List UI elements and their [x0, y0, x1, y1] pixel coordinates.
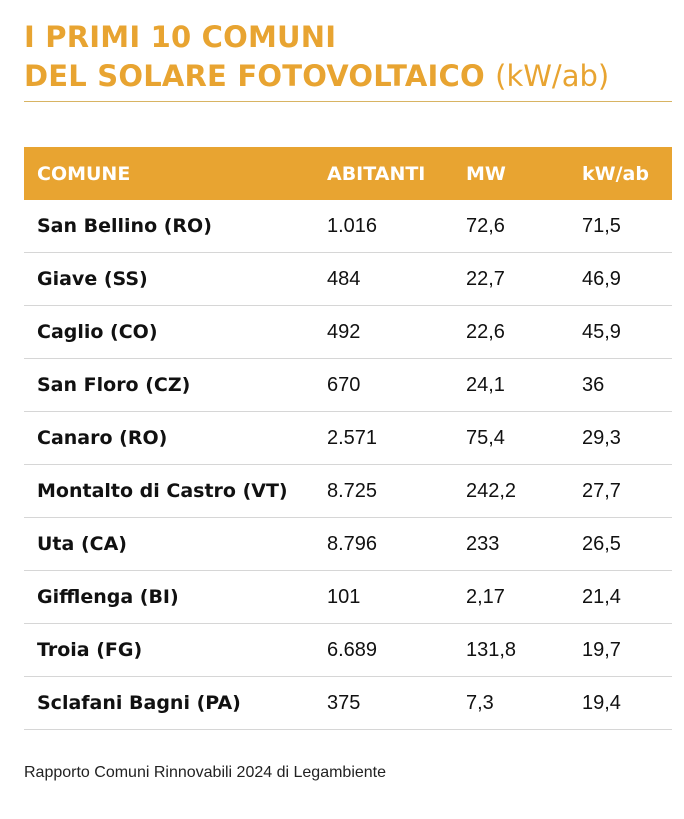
cell-comune: Gifflenga (BI): [24, 570, 314, 624]
cell-kw-ab: 27,7: [569, 464, 672, 518]
cell-kw-ab: 36: [569, 358, 672, 412]
cell-kw-ab: 29,3: [569, 411, 672, 465]
cell-mw: 7,3: [453, 676, 569, 730]
cell-abitanti: 8.796: [314, 517, 453, 571]
column-header-comune: COMUNE: [37, 162, 131, 185]
table-row: San Bellino (RO) 1.016 72,6 71,5: [24, 200, 672, 253]
cell-comune: Montalto di Castro (VT): [24, 464, 314, 518]
table-row: Canaro (RO) 2.571 75,4 29,3: [24, 411, 672, 465]
cell-mw: 24,1: [453, 358, 569, 412]
title-line-2: DEL SOLARE FOTOVOLTAICO: [24, 59, 485, 93]
cell-kw-ab: 45,9: [569, 305, 672, 359]
cell-abitanti: 492: [314, 305, 453, 359]
cell-mw: 72,6: [453, 200, 569, 253]
table-row: Sclafani Bagni (PA) 375 7,3 19,4: [24, 676, 672, 730]
cell-kw-ab: 21,4: [569, 570, 672, 624]
cell-kw-ab: 26,5: [569, 517, 672, 571]
table-row: Gifflenga (BI) 101 2,17 21,4: [24, 570, 672, 624]
title-unit: (kW/ab): [495, 59, 610, 93]
title-divider: [24, 101, 672, 102]
cell-comune: Uta (CA): [24, 517, 314, 571]
cell-comune: Sclafani Bagni (PA): [24, 676, 314, 730]
title-line-1: I PRIMI 10 COMUNI: [24, 20, 337, 54]
cell-mw: 22,6: [453, 305, 569, 359]
cell-comune: Troia (FG): [24, 623, 314, 677]
table-row: Montalto di Castro (VT) 8.725 242,2 27,7: [24, 464, 672, 518]
cell-kw-ab: 19,4: [569, 676, 672, 730]
source-note: Rapporto Comuni Rinnovabili 2024 di Lega…: [24, 764, 387, 781]
cell-abitanti: 484: [314, 252, 453, 306]
column-header-mw: MW: [466, 162, 506, 185]
cell-comune: San Bellino (RO): [24, 200, 314, 253]
cell-comune: Caglio (CO): [24, 305, 314, 359]
cell-abitanti: 670: [314, 358, 453, 412]
cell-comune: Canaro (RO): [24, 411, 314, 465]
cell-mw: 131,8: [453, 623, 569, 677]
cell-kw-ab: 71,5: [569, 200, 672, 253]
cell-abitanti: 375: [314, 676, 453, 730]
cell-comune: San Floro (CZ): [24, 358, 314, 412]
cell-kw-ab: 19,7: [569, 623, 672, 677]
cell-mw: 22,7: [453, 252, 569, 306]
table-row: Uta (CA) 8.796 233 26,5: [24, 517, 672, 571]
cell-mw: 75,4: [453, 411, 569, 465]
cell-mw: 2,17: [453, 570, 569, 624]
cell-comune: Giave (SS): [24, 252, 314, 306]
page-title: I PRIMI 10 COMUNI DEL SOLARE FOTOVOLTAIC…: [24, 18, 672, 96]
cell-abitanti: 101: [314, 570, 453, 624]
cell-abitanti: 6.689: [314, 623, 453, 677]
table-row: Giave (SS) 484 22,7 46,9: [24, 252, 672, 306]
cell-abitanti: 8.725: [314, 464, 453, 518]
cell-mw: 242,2: [453, 464, 569, 518]
ranking-table: COMUNE ABITANTI MW kW/ab San Bellino (RO…: [24, 147, 672, 730]
table-row: Troia (FG) 6.689 131,8 19,7: [24, 623, 672, 677]
column-header-abitanti: ABITANTI: [327, 162, 426, 185]
cell-abitanti: 1.016: [314, 200, 453, 253]
table-row: San Floro (CZ) 670 24,1 36: [24, 358, 672, 412]
cell-abitanti: 2.571: [314, 411, 453, 465]
column-header-kw-ab: kW/ab: [582, 162, 649, 185]
cell-mw: 233: [453, 517, 569, 571]
cell-kw-ab: 46,9: [569, 252, 672, 306]
table-row: Caglio (CO) 492 22,6 45,9: [24, 305, 672, 359]
table-header-row: COMUNE ABITANTI MW kW/ab: [24, 147, 672, 200]
